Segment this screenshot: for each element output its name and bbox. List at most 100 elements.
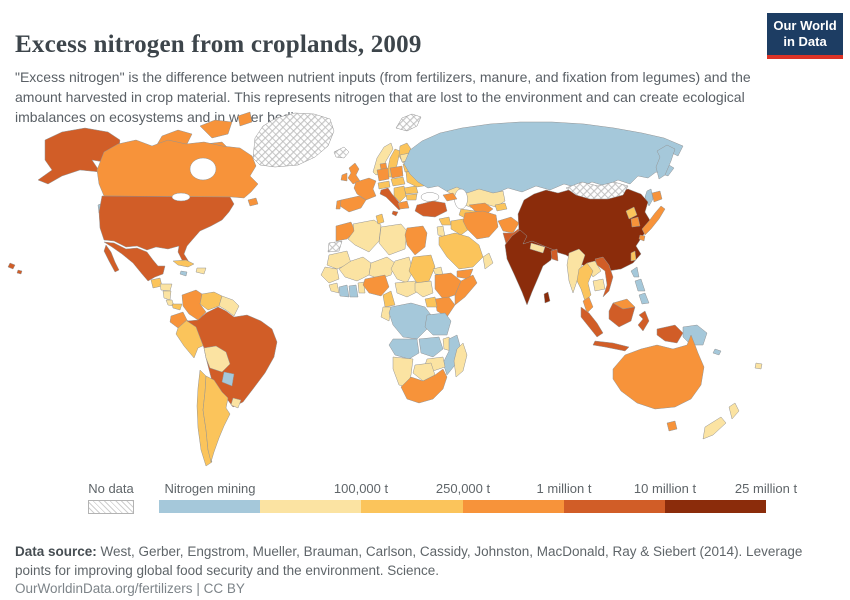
country-indonesia-borneo[interactable]: [608, 302, 636, 328]
country-iran[interactable]: [462, 210, 499, 240]
country-angola[interactable]: [388, 338, 420, 360]
country-congo-gabon[interactable]: [380, 306, 392, 322]
country-papua-new-guinea[interactable]: [682, 324, 708, 346]
country-tasmania[interactable]: [666, 420, 678, 432]
country-indonesia-sulawesi[interactable]: [637, 310, 650, 332]
country-paraguay[interactable]: [221, 371, 235, 387]
country-indonesia-papua[interactable]: [656, 324, 684, 344]
country-south-africa[interactable]: [400, 368, 448, 404]
country-russia-kamchatka[interactable]: [655, 144, 676, 180]
country-caucasus[interactable]: [442, 192, 458, 202]
owid-logo[interactable]: Our World in Data: [767, 13, 843, 59]
country-taiwan[interactable]: [630, 250, 637, 262]
country-kenya[interactable]: [434, 296, 456, 318]
country-tunisia[interactable]: [375, 213, 385, 225]
country-greece[interactable]: [397, 200, 410, 210]
country-romania[interactable]: [403, 185, 419, 195]
country-hawaii-2[interactable]: [16, 269, 23, 275]
country-indonesia-sumatra[interactable]: [580, 306, 604, 338]
country-zambia[interactable]: [418, 336, 444, 358]
country-honduras[interactable]: [159, 283, 173, 292]
country-alaska[interactable]: [37, 127, 121, 185]
country-iceland[interactable]: [333, 146, 350, 159]
country-libya[interactable]: [378, 223, 408, 256]
country-somalia[interactable]: [454, 274, 478, 306]
country-czechia-hungary[interactable]: [390, 176, 406, 187]
country-guyanas[interactable]: [218, 295, 240, 317]
country-saudi-arabia[interactable]: [438, 232, 484, 270]
country-central-african-republic[interactable]: [394, 280, 420, 298]
country-germany[interactable]: [376, 167, 390, 182]
country-nepal[interactable]: [529, 242, 546, 254]
country-sierra-leone-liberia[interactable]: [328, 282, 340, 294]
country-united-states[interactable]: [98, 195, 235, 265]
country-cote-divoire[interactable]: [338, 284, 350, 298]
footer-license-link[interactable]: CC BY: [203, 580, 245, 596]
country-greenland[interactable]: [252, 112, 335, 168]
country-argentina[interactable]: [202, 375, 231, 463]
legend-swatch-250k-1m[interactable]: [462, 500, 564, 513]
country-new-zealand-south[interactable]: [702, 416, 727, 440]
country-new-zealand-north[interactable]: [728, 402, 740, 420]
country-spain[interactable]: [339, 195, 367, 213]
country-ireland[interactable]: [340, 172, 348, 182]
country-france[interactable]: [353, 177, 377, 201]
country-philippines-1[interactable]: [630, 266, 640, 278]
country-cuba[interactable]: [172, 259, 195, 268]
footer-url-link[interactable]: OurWorldinData.org/fertilizers: [15, 580, 193, 596]
country-madagascar[interactable]: [453, 342, 468, 378]
country-sudan[interactable]: [408, 254, 436, 284]
country-cambodia[interactable]: [592, 278, 606, 292]
country-tanzania[interactable]: [424, 312, 452, 336]
country-niger[interactable]: [368, 256, 396, 280]
country-israel-jordan[interactable]: [436, 225, 446, 238]
country-malaysia-peninsula[interactable]: [582, 296, 594, 314]
country-oman[interactable]: [482, 252, 494, 270]
country-algeria[interactable]: [347, 219, 382, 253]
legend-swatch-10m-25m[interactable]: [664, 500, 767, 513]
country-nigeria[interactable]: [362, 274, 390, 297]
country-egypt[interactable]: [404, 225, 428, 256]
country-western-sahara[interactable]: [327, 240, 343, 253]
country-hawaii-1[interactable]: [7, 262, 16, 270]
country-uruguay[interactable]: [230, 397, 242, 409]
country-thailand[interactable]: [576, 262, 594, 302]
country-philippines-2[interactable]: [634, 278, 646, 292]
country-turkey[interactable]: [414, 200, 448, 218]
country-uganda[interactable]: [424, 296, 438, 308]
country-united-kingdom[interactable]: [347, 162, 361, 185]
country-russia-sakhalin[interactable]: [644, 188, 654, 207]
country-mexico-baja[interactable]: [103, 244, 120, 273]
country-fiji[interactable]: [754, 362, 763, 370]
country-svalbard[interactable]: [395, 113, 422, 132]
legend-no-data-swatch[interactable]: [88, 500, 134, 514]
legend-swatch-100k-250k[interactable]: [361, 500, 463, 513]
country-russia[interactable]: [403, 121, 684, 195]
country-hispaniola[interactable]: [195, 267, 207, 275]
country-canada[interactable]: [96, 139, 259, 199]
country-bangladesh[interactable]: [550, 248, 559, 262]
country-portugal[interactable]: [335, 199, 342, 210]
country-south-korea[interactable]: [630, 216, 641, 228]
country-japan-kyushu[interactable]: [638, 234, 646, 242]
country-japan-honshu[interactable]: [641, 205, 666, 236]
country-vietnam[interactable]: [594, 256, 614, 298]
country-italy-sicily[interactable]: [391, 210, 399, 217]
country-japan-hokkaido[interactable]: [651, 190, 663, 203]
country-colombia[interactable]: [181, 289, 207, 321]
legend-swatch-1m-10m[interactable]: [563, 500, 665, 513]
country-ghana[interactable]: [348, 284, 359, 298]
country-nicaragua[interactable]: [162, 290, 172, 301]
country-solomon-islands[interactable]: [712, 348, 722, 356]
country-indonesia-java[interactable]: [592, 340, 630, 352]
country-canada-arctic-2[interactable]: [199, 119, 233, 139]
country-mexico[interactable]: [103, 241, 166, 282]
country-canada-arctic-3[interactable]: [237, 111, 253, 127]
country-panama[interactable]: [171, 303, 183, 311]
country-bolivia[interactable]: [203, 345, 231, 373]
country-democratic-republic-of-congo[interactable]: [388, 302, 432, 340]
country-afghanistan[interactable]: [497, 216, 520, 234]
country-mozambique[interactable]: [442, 334, 462, 376]
country-poland[interactable]: [389, 165, 404, 179]
legend-swatch-under-100k[interactable]: [260, 500, 362, 513]
